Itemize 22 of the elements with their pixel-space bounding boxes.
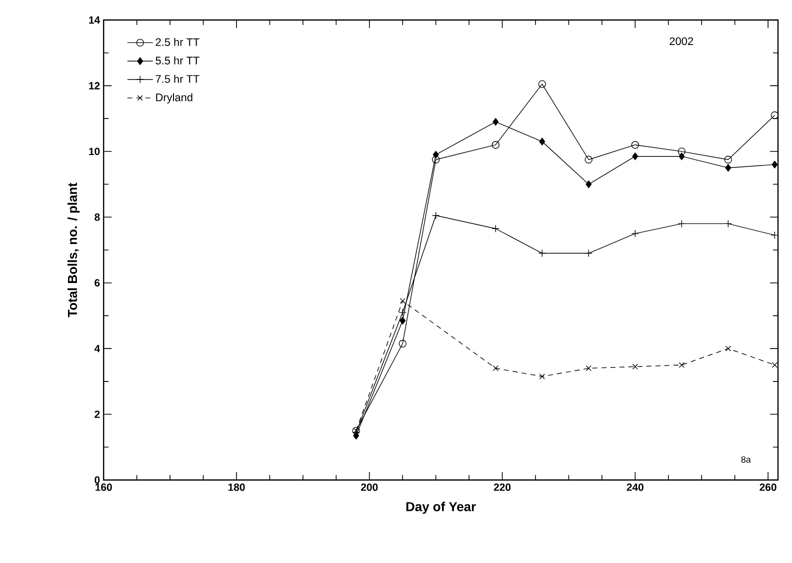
legend-label: 5.5 hr TT bbox=[156, 56, 200, 64]
x-tick-label: 260 bbox=[760, 484, 776, 491]
x-tick-label: 240 bbox=[626, 484, 644, 491]
y-axis-title: Total Bolls, no. / plant bbox=[68, 182, 80, 318]
legend-label: Dryland bbox=[156, 93, 192, 104]
annotation: 8a bbox=[741, 456, 751, 463]
y-tick-label: 8 bbox=[94, 213, 100, 221]
y-tick-label: 12 bbox=[89, 82, 100, 90]
legend-label: 7.5 hr TT bbox=[156, 74, 200, 83]
annotation: 2002 bbox=[670, 37, 694, 46]
x-axis-title: Day of Year bbox=[406, 502, 476, 514]
x-tick-label: 160 bbox=[96, 484, 112, 491]
y-tick-label: 0 bbox=[94, 476, 100, 484]
legend-label: 2.5 hr TT bbox=[156, 38, 200, 46]
y-tick-label: 2 bbox=[94, 410, 100, 418]
x-tick-label: 200 bbox=[361, 484, 378, 491]
x-tick-label: 220 bbox=[494, 484, 511, 491]
y-tick-label: 10 bbox=[89, 148, 100, 156]
y-tick-label: 4 bbox=[94, 344, 100, 352]
y-tick-label: 14 bbox=[89, 16, 100, 24]
x-tick-label: 180 bbox=[228, 484, 245, 491]
y-tick-label: 6 bbox=[94, 279, 100, 287]
